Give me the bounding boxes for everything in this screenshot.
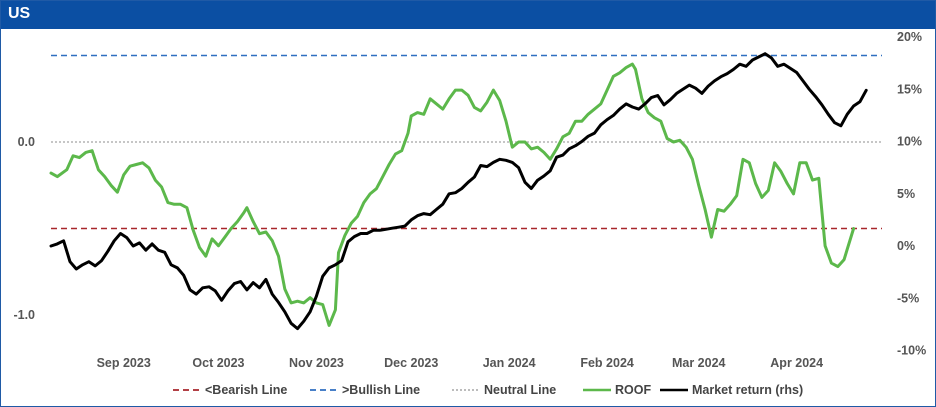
series-line-market-return-rhs bbox=[49, 52, 868, 331]
x-axis-tick-label: Jan 2024 bbox=[483, 356, 536, 370]
x-axis-tick-label: Oct 2023 bbox=[192, 356, 244, 370]
legend-label: Neutral Line bbox=[484, 383, 556, 397]
right-axis-tick-label: -10% bbox=[897, 344, 926, 358]
series-line-roof bbox=[49, 62, 856, 327]
legend-label: >Bullish Line bbox=[342, 383, 420, 397]
x-axis-tick-label: Dec 2023 bbox=[384, 356, 438, 370]
legend-label: Market return (rhs) bbox=[692, 383, 803, 397]
left-axis-tick-label: -1.0 bbox=[13, 308, 35, 322]
x-axis-tick-label: Nov 2023 bbox=[289, 356, 344, 370]
legend-label: <Bearish Line bbox=[205, 383, 287, 397]
x-axis-tick-label: Feb 2024 bbox=[580, 356, 634, 370]
x-axis-tick-label: Sep 2023 bbox=[97, 356, 151, 370]
right-axis-tick-label: 0% bbox=[897, 239, 915, 253]
right-axis-tick-label: 5% bbox=[897, 187, 915, 201]
left-axis-tick-label: 0.0 bbox=[18, 135, 35, 149]
right-axis-tick-label: -5% bbox=[897, 291, 919, 305]
panel-header: US bbox=[1, 1, 935, 29]
panel-title: US bbox=[8, 5, 31, 22]
right-axis-tick-label: 20% bbox=[897, 30, 922, 44]
legend-label: ROOF bbox=[615, 383, 651, 397]
x-axis-tick-label: Apr 2024 bbox=[770, 356, 823, 370]
right-axis-tick-label: 10% bbox=[897, 135, 922, 149]
x-axis-tick-label: Mar 2024 bbox=[672, 356, 726, 370]
right-axis-tick-label: 15% bbox=[897, 82, 922, 96]
